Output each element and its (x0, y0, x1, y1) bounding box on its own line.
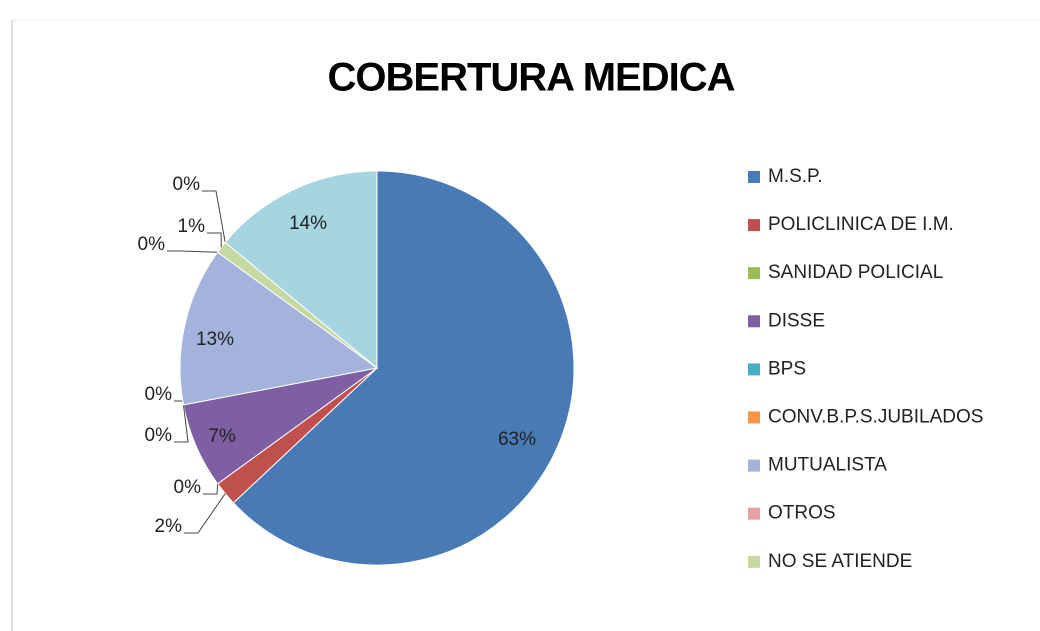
leader-line (203, 483, 219, 495)
legend-label: BPS (768, 358, 806, 379)
legend-label: M.S.P. (768, 166, 823, 187)
data-label: 0% (174, 477, 202, 498)
legend-label: MUTUALISTA (768, 455, 887, 476)
pie-slice (232, 170, 575, 566)
chart-title: COBERTURA MEDICA (328, 56, 735, 100)
legend-label: SANIDAD POLICIAL (768, 262, 943, 283)
legend-swatch (748, 507, 760, 520)
legend-swatch (748, 459, 760, 472)
data-label: 13% (196, 329, 234, 350)
legend-swatch (748, 267, 760, 280)
data-label: 7% (208, 426, 236, 447)
data-label: 2% (155, 516, 183, 537)
leader-line (184, 493, 226, 534)
legend-label: CONV.B.P.S.JUBILADOS (768, 407, 983, 428)
legend-swatch (748, 315, 760, 328)
legend-label: DISSE (768, 310, 825, 331)
legend-swatch (748, 171, 760, 183)
legend-swatch (748, 411, 760, 424)
pie-slice (224, 170, 378, 370)
legend-label: NO SE ATIENDE (768, 551, 912, 572)
legend-label: POLICLINICA DE I.M. (768, 214, 954, 235)
data-label: 63% (498, 429, 536, 450)
leader-line (207, 232, 222, 248)
data-label: 0% (145, 425, 173, 446)
leader-line (202, 190, 226, 243)
leader-line (174, 404, 189, 443)
data-label: 0% (145, 384, 173, 405)
data-label: 14% (289, 213, 327, 234)
legend-swatch (748, 555, 760, 568)
pie-slice (179, 251, 379, 406)
data-label: 0% (138, 234, 166, 255)
legend-swatch (748, 363, 760, 376)
legend-label: OTROS (768, 503, 836, 524)
data-label: 0% (173, 174, 201, 195)
leader-line (167, 250, 218, 253)
legend-swatch (748, 219, 760, 232)
data-label: 1% (178, 216, 206, 237)
